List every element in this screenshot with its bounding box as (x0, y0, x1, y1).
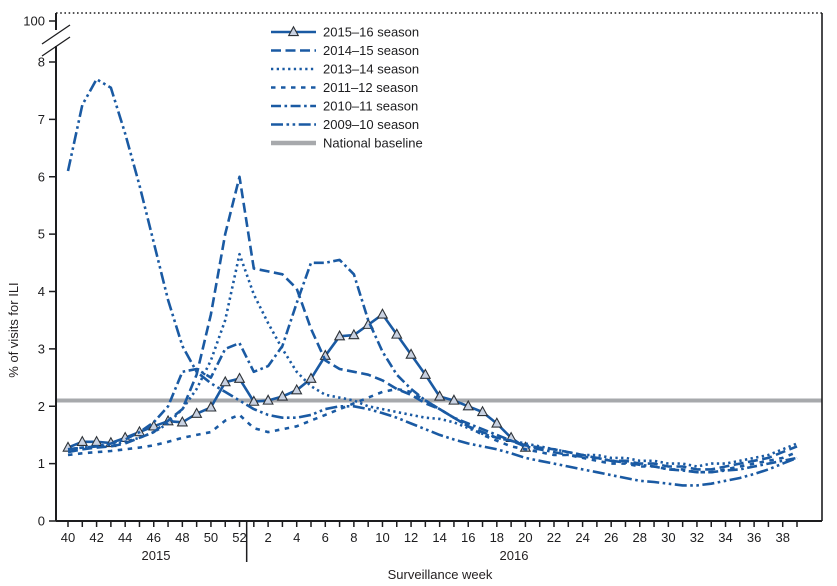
series-line-4 (67, 258, 798, 474)
triangle-marker (333, 329, 346, 341)
year-label-2016: 2016 (499, 548, 529, 563)
axis-break-slash-1 (41, 24, 71, 45)
x-axis-title: Surveillance week (387, 567, 493, 582)
triangle-marker (190, 407, 203, 418)
series-line-3 (67, 387, 798, 474)
x-tick-label: 22 (547, 530, 561, 545)
year-label-2015: 2015 (141, 548, 171, 563)
x-tick-label: 16 (461, 530, 475, 545)
y-tick-label: 5 (38, 227, 45, 242)
axis-break-slash-2 (41, 36, 71, 57)
triangle-marker (419, 368, 432, 379)
x-tick-label: 20 (518, 530, 532, 545)
legend-label-6: National baseline (323, 136, 423, 151)
x-tick-label: 42 (89, 530, 103, 545)
x-tick-label: 6 (322, 530, 329, 545)
y-tick-label-100: 100 (23, 14, 45, 29)
x-tick-label: 2 (265, 530, 272, 545)
legend-label-0: 2015–16 season (323, 25, 419, 40)
triangle-marker (448, 394, 460, 405)
triangle-marker (391, 328, 403, 339)
x-tick-label: 10 (375, 530, 389, 545)
x-tick-label: 50 (204, 530, 218, 545)
y-tick-label: 1 (38, 456, 45, 471)
triangle-marker (176, 415, 189, 427)
x-tick-label: 14 (432, 530, 446, 545)
triangle-marker (305, 372, 317, 383)
x-tick-label: 8 (350, 530, 357, 545)
triangle-marker (348, 328, 360, 340)
x-tick-label: 52 (232, 530, 246, 545)
triangle-marker (248, 395, 260, 406)
x-tick-label: 44 (118, 530, 132, 545)
y-tick-label: 3 (38, 341, 45, 356)
x-tick-label: 36 (747, 530, 761, 545)
triangle-marker (491, 417, 503, 428)
triangle-marker (276, 390, 289, 401)
x-tick-label: 32 (690, 530, 704, 545)
triangle-marker (262, 394, 274, 405)
y-tick-label: 6 (38, 169, 45, 184)
triangle-marker (219, 375, 231, 387)
triangle-marker (433, 390, 446, 401)
legend-triangle-marker (287, 25, 300, 37)
triangle-marker (376, 308, 389, 319)
y-tick-label: 7 (38, 112, 45, 127)
triangle-marker (290, 383, 303, 395)
x-tick-label: 46 (147, 530, 161, 545)
x-tick-label: 28 (633, 530, 647, 545)
x-tick-label: 26 (604, 530, 618, 545)
x-tick-label: 48 (175, 530, 189, 545)
legend-label-4: 2010–11 season (323, 99, 418, 114)
y-tick-label: 2 (38, 399, 45, 414)
x-tick-label: 34 (718, 530, 732, 545)
legend-label-1: 2014–15 season (323, 43, 419, 58)
triangle-marker (405, 348, 417, 359)
x-tick-label: 18 (490, 530, 504, 545)
triangle-marker (233, 372, 246, 383)
y-tick-label: 8 (38, 55, 45, 70)
x-tick-label: 24 (575, 530, 589, 545)
y-axis-title: % of visits for ILI (6, 282, 21, 378)
triangle-marker (462, 399, 474, 411)
legend-label-5: 2009–10 season (323, 117, 419, 132)
y-tick-label: 0 (38, 514, 45, 529)
x-tick-label: 12 (404, 530, 418, 545)
x-tick-label: 4 (293, 530, 300, 545)
triangle-marker (76, 435, 89, 446)
x-tick-label: 40 (61, 530, 75, 545)
legend-label-2: 2013–14 season (323, 62, 419, 77)
legend-label-3: 2011–12 season (323, 80, 418, 95)
triangle-marker (476, 405, 489, 417)
x-tick-label: 30 (661, 530, 675, 545)
series-line-2 (67, 252, 798, 468)
series-line-5 (66, 77, 798, 487)
y-tick-label: 4 (38, 284, 45, 299)
x-tick-label: 38 (775, 530, 789, 545)
triangle-marker (205, 401, 217, 412)
